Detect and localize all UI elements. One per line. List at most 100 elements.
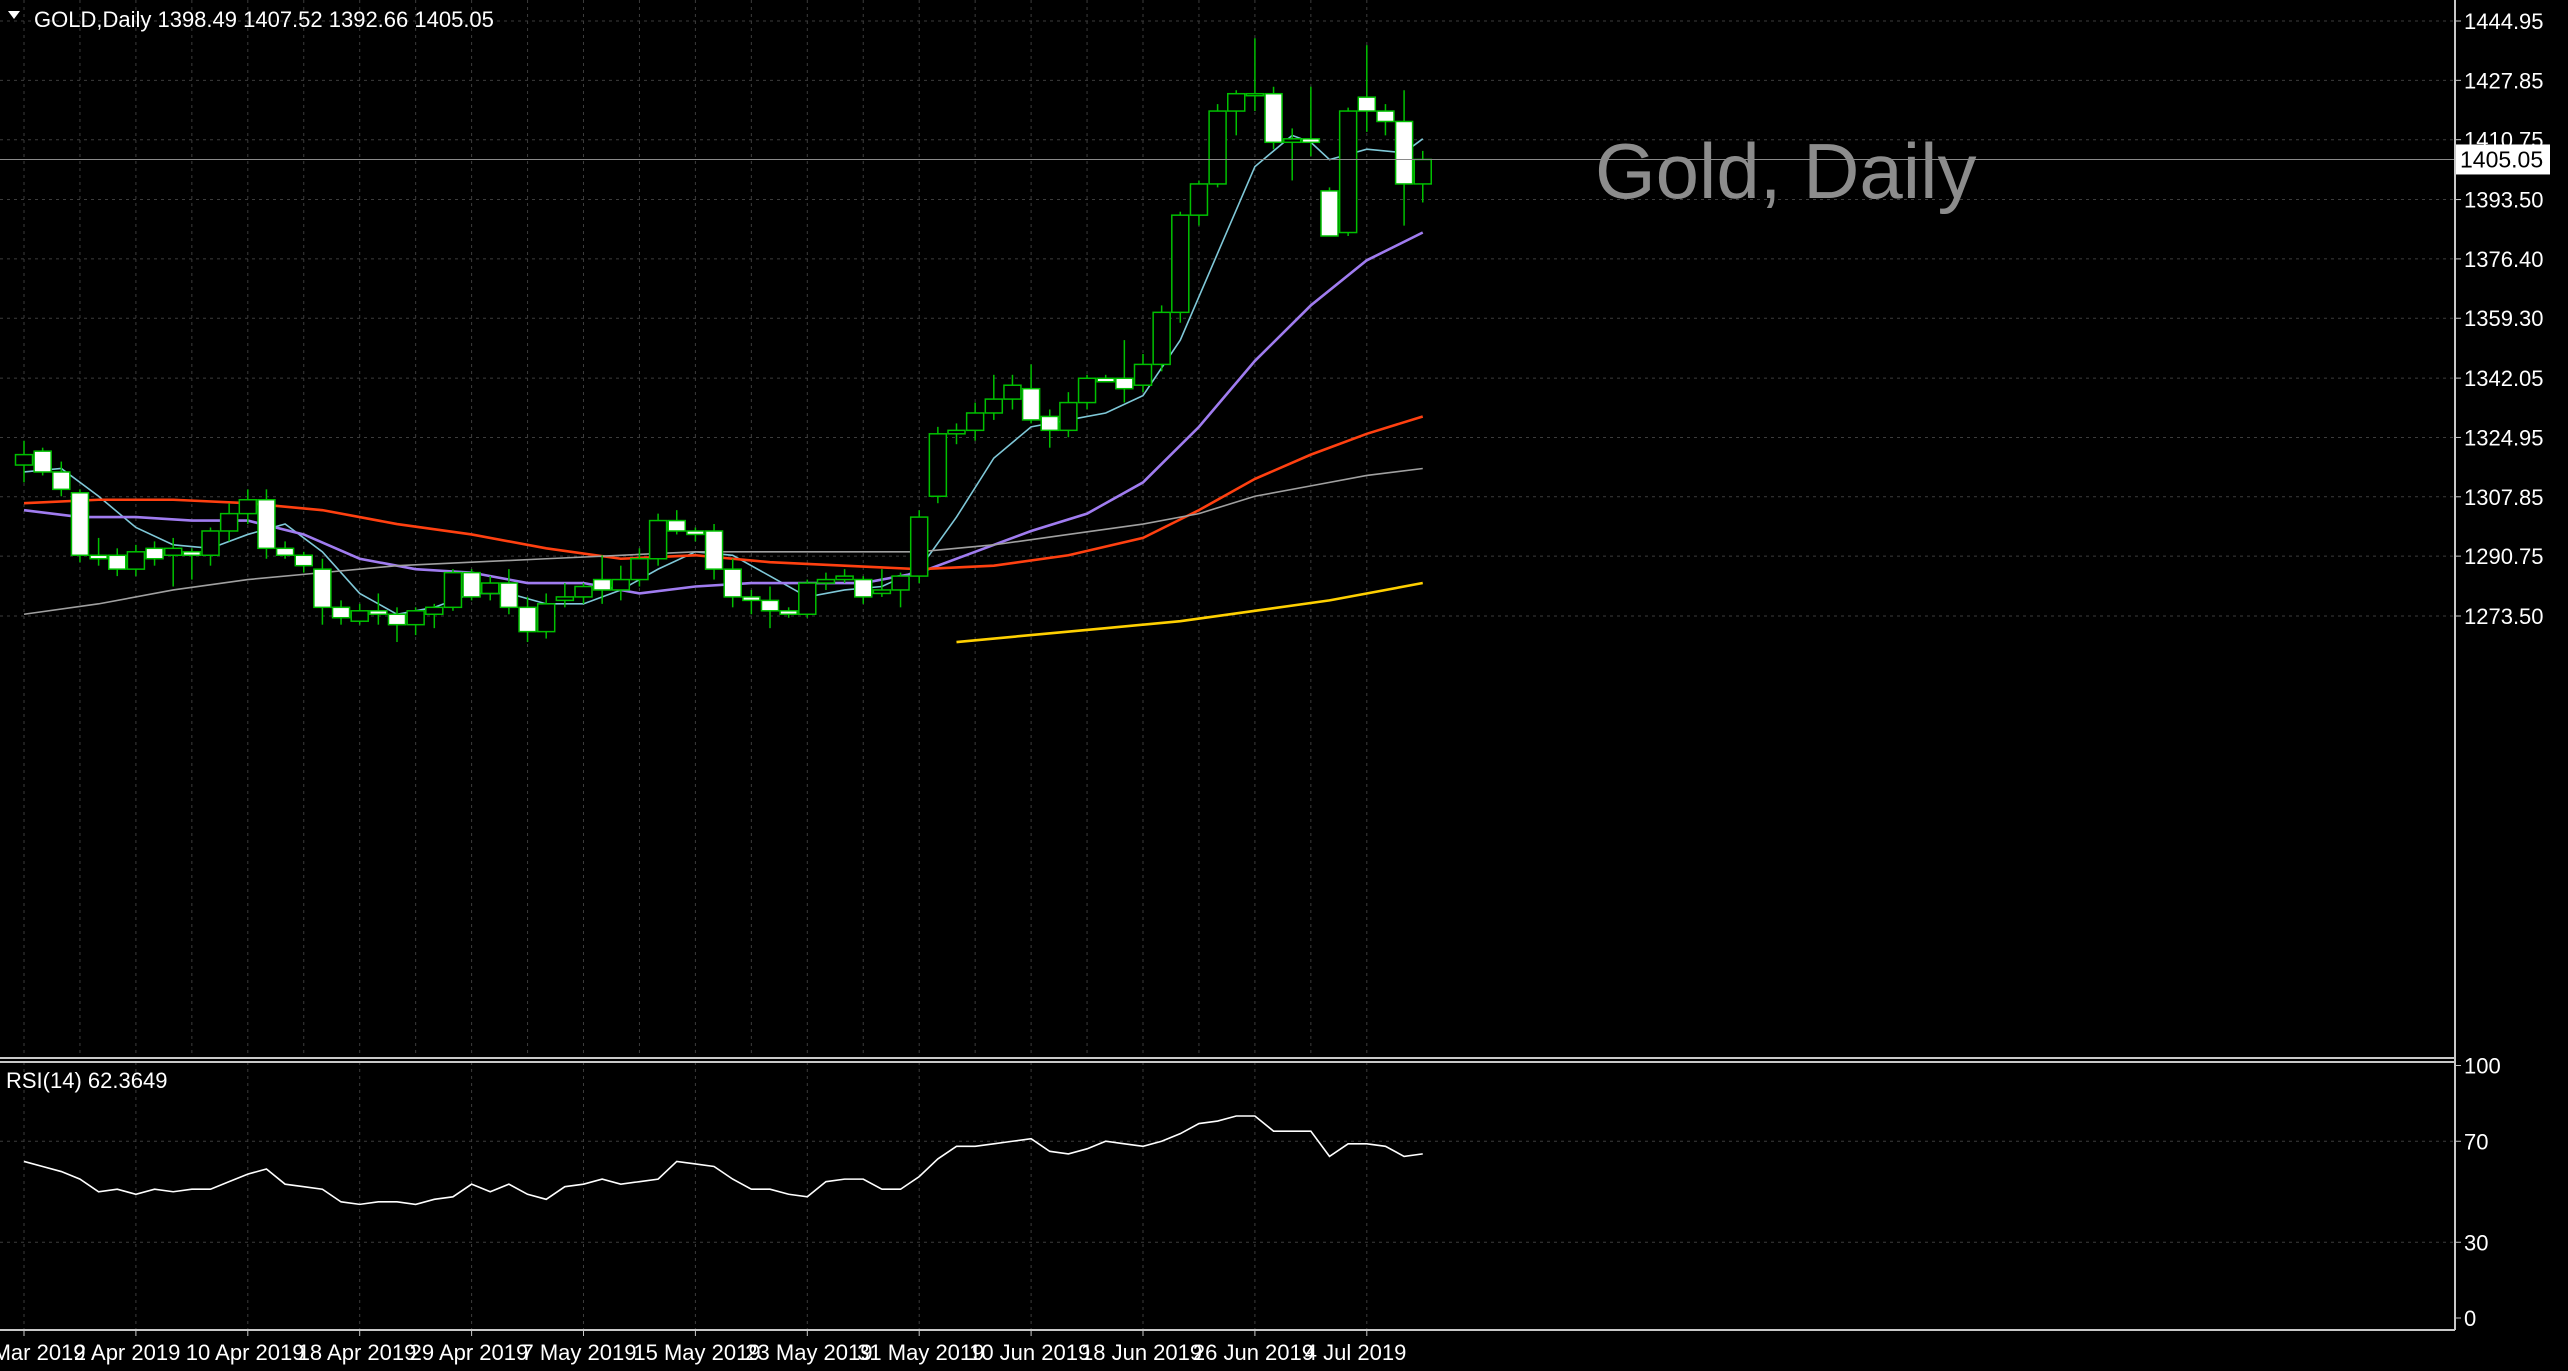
candle[interactable]: [965, 402, 985, 441]
candle[interactable]: [499, 569, 519, 615]
candle[interactable]: [52, 461, 71, 497]
candle[interactable]: [835, 569, 854, 584]
candle[interactable]: [70, 489, 90, 563]
candle[interactable]: [145, 541, 164, 566]
candle[interactable]: [1376, 104, 1395, 136]
candle-body-bear: [1357, 96, 1377, 112]
candle[interactable]: [1357, 45, 1377, 132]
candle[interactable]: [1320, 187, 1339, 237]
candle[interactable]: [331, 600, 351, 625]
candle[interactable]: [648, 513, 668, 566]
candle-body-bull: [406, 610, 425, 626]
candle[interactable]: [387, 607, 407, 643]
candle[interactable]: [219, 503, 239, 542]
price-tick-label: 1273.50: [2464, 604, 2544, 629]
candle[interactable]: [462, 569, 481, 601]
candle-body-bear: [667, 519, 686, 532]
candle[interactable]: [182, 548, 202, 580]
candle-body-bull: [611, 578, 631, 591]
candle[interactable]: [667, 510, 686, 535]
triangle-down-icon[interactable]: [8, 11, 20, 19]
candle[interactable]: [592, 555, 612, 604]
candle[interactable]: [481, 576, 500, 601]
candle[interactable]: [1096, 374, 1115, 383]
candle[interactable]: [33, 447, 52, 476]
candle[interactable]: [574, 583, 593, 604]
candle[interactable]: [611, 565, 631, 601]
candle-body-bear: [704, 530, 724, 570]
candle[interactable]: [928, 426, 948, 504]
candle[interactable]: [257, 489, 276, 559]
candle[interactable]: [947, 423, 966, 445]
candle[interactable]: [369, 593, 388, 625]
candle[interactable]: [1264, 86, 1283, 150]
candle[interactable]: [909, 510, 929, 584]
candle[interactable]: [108, 548, 127, 577]
candle[interactable]: [406, 607, 425, 636]
candle[interactable]: [1171, 211, 1190, 323]
date-tick-label: 2 Apr 2019: [74, 1340, 180, 1365]
candle[interactable]: [816, 572, 836, 590]
candle[interactable]: [630, 548, 649, 587]
candle-body-bull: [1152, 311, 1171, 366]
candle[interactable]: [984, 374, 1004, 420]
candle-body-bull: [891, 575, 910, 591]
candle[interactable]: [1152, 305, 1171, 372]
candle[interactable]: [686, 527, 705, 542]
candle[interactable]: [854, 576, 873, 604]
candle[interactable]: [723, 558, 742, 608]
candle[interactable]: [425, 603, 444, 629]
candle[interactable]: [1133, 353, 1153, 393]
candle-body-bear: [294, 554, 313, 567]
candle-body-bull: [1171, 214, 1190, 314]
candle[interactable]: [1301, 86, 1321, 157]
candle[interactable]: [518, 596, 537, 643]
candle[interactable]: [1394, 90, 1414, 226]
candle[interactable]: [536, 593, 556, 639]
candle[interactable]: [1189, 180, 1209, 226]
candle[interactable]: [1059, 392, 1078, 438]
candle[interactable]: [1338, 107, 1358, 236]
candle[interactable]: [350, 603, 369, 625]
price-tick-label: 1393.50: [2464, 188, 2544, 213]
current-price-label: 1405.05: [2460, 146, 2543, 172]
candle[interactable]: [742, 589, 761, 615]
candle[interactable]: [1115, 340, 1134, 403]
candle[interactable]: [14, 440, 34, 483]
candle[interactable]: [872, 569, 892, 597]
candle[interactable]: [704, 524, 724, 580]
candles[interactable]: [14, 38, 1432, 643]
price-tick-label: 1324.95: [2464, 425, 2544, 450]
candle[interactable]: [126, 544, 146, 577]
candle[interactable]: [798, 579, 817, 618]
candle[interactable]: [1040, 409, 1059, 448]
candle[interactable]: [201, 527, 220, 566]
candle[interactable]: [238, 489, 258, 525]
candle[interactable]: [760, 586, 780, 629]
chart-header[interactable]: GOLD,Daily 1398.49 1407.52 1392.66 1405.…: [8, 7, 494, 32]
candle-body-bear: [33, 450, 52, 473]
candle[interactable]: [1208, 104, 1227, 188]
candle[interactable]: [555, 583, 575, 608]
candle-body-bull: [201, 530, 220, 557]
candle[interactable]: [163, 537, 183, 587]
candle[interactable]: [1282, 128, 1302, 181]
candle[interactable]: [1227, 90, 1246, 136]
candle[interactable]: [313, 558, 332, 625]
date-tick-label: 18 Apr 2019: [298, 1340, 417, 1365]
candle[interactable]: [294, 551, 313, 573]
candle[interactable]: [89, 537, 108, 566]
candle[interactable]: [779, 607, 798, 618]
candle[interactable]: [275, 541, 295, 559]
candle[interactable]: [891, 572, 910, 608]
candle[interactable]: [1077, 374, 1097, 410]
candle[interactable]: [1021, 364, 1041, 424]
candle-body-bull: [965, 412, 985, 432]
candle[interactable]: [1245, 38, 1265, 112]
candle[interactable]: [443, 569, 463, 611]
candle[interactable]: [1003, 374, 1022, 410]
candle-body-bear: [760, 599, 780, 612]
date-tick-label: 10 Apr 2019: [186, 1340, 305, 1365]
